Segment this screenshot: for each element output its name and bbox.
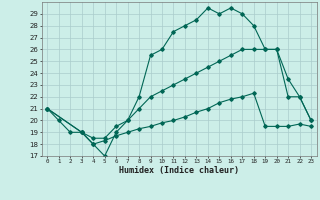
X-axis label: Humidex (Indice chaleur): Humidex (Indice chaleur) bbox=[119, 166, 239, 175]
